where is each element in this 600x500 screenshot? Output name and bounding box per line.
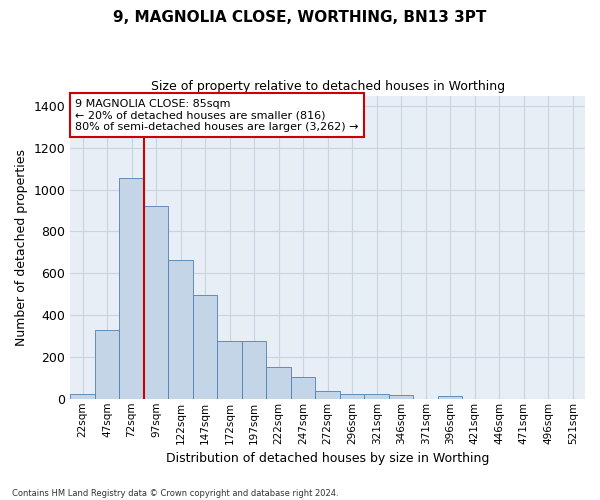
Bar [266,368,291,399]
Bar [119,178,144,399]
Bar [291,377,316,399]
Title: Size of property relative to detached houses in Worthing: Size of property relative to detached ho… [151,80,505,93]
Bar [316,391,340,399]
Text: 9, MAGNOLIA CLOSE, WORTHING, BN13 3PT: 9, MAGNOLIA CLOSE, WORTHING, BN13 3PT [113,10,487,25]
Text: Contains HM Land Registry data © Crown copyright and database right 2024.: Contains HM Land Registry data © Crown c… [12,488,338,498]
Bar [364,394,389,399]
Bar [340,394,364,399]
Bar [70,394,95,399]
Bar [169,260,193,399]
Bar [95,330,119,399]
Bar [438,396,463,399]
Text: 9 MAGNOLIA CLOSE: 85sqm
← 20% of detached houses are smaller (816)
80% of semi-d: 9 MAGNOLIA CLOSE: 85sqm ← 20% of detache… [76,98,359,132]
X-axis label: Distribution of detached houses by size in Worthing: Distribution of detached houses by size … [166,452,490,465]
Bar [217,342,242,399]
Y-axis label: Number of detached properties: Number of detached properties [15,148,28,346]
Bar [144,206,169,399]
Bar [389,395,413,399]
Bar [193,295,217,399]
Bar [242,342,266,399]
